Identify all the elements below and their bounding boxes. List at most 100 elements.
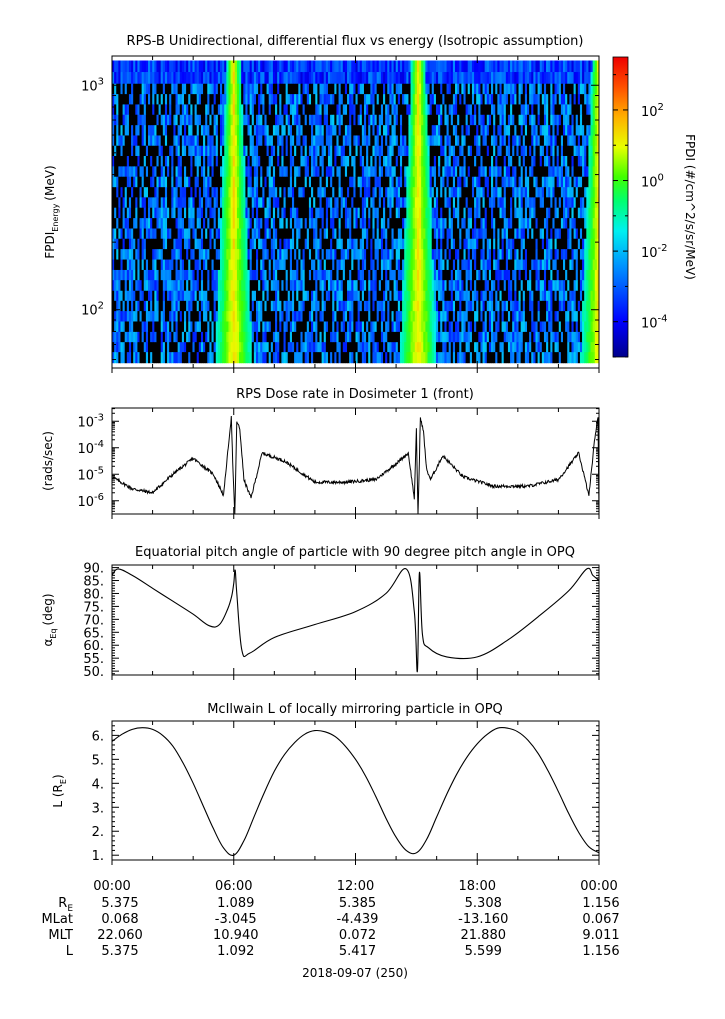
spectrogram-cell xyxy=(175,351,179,364)
spectrogram-cell xyxy=(503,165,507,177)
spectrogram-cell xyxy=(478,155,481,167)
spectrogram-cell xyxy=(207,176,210,188)
spectrogram-cell xyxy=(459,331,462,343)
spectrogram-cell xyxy=(471,186,475,198)
spectrogram-cell xyxy=(529,300,532,312)
spectrogram-cell xyxy=(457,228,460,239)
spectrogram-cell xyxy=(590,269,594,281)
spectrogram-cell xyxy=(330,217,333,229)
spectrogram-cell xyxy=(556,196,560,208)
spectrogram-cell xyxy=(507,186,511,198)
spectrogram-cell xyxy=(224,165,227,177)
spectrogram-cell xyxy=(294,165,297,177)
spectrogram-cell xyxy=(135,341,138,353)
spectrogram-cell xyxy=(584,341,587,353)
spectrogram-cell xyxy=(560,341,564,353)
spectrogram-cell xyxy=(383,155,386,167)
spectrogram-cell xyxy=(501,351,505,364)
spectrogram-cell xyxy=(194,196,198,208)
spectrogram-cell xyxy=(372,248,375,260)
spectrogram-cell xyxy=(236,331,240,343)
spectrogram-cell xyxy=(198,279,202,291)
spectrogram-cell xyxy=(173,207,176,219)
spectrogram-cell xyxy=(579,321,583,332)
spectrogram-cell xyxy=(501,238,505,250)
spectrogram-cell xyxy=(160,176,164,188)
spectrogram-cell xyxy=(173,310,176,322)
spectrogram-cell xyxy=(183,321,187,332)
spectrogram-cell xyxy=(476,228,479,239)
spectrogram-cell xyxy=(402,135,405,146)
spectrogram-cell xyxy=(531,310,534,322)
spectrogram-cell xyxy=(296,186,299,198)
spectrogram-cell xyxy=(558,155,562,167)
spectrogram-cell xyxy=(150,165,153,177)
spectrogram-cell xyxy=(584,279,587,291)
spectrogram-cell xyxy=(393,341,397,353)
spectrogram-cell xyxy=(188,217,191,229)
spectrogram-cell xyxy=(535,217,538,229)
spectrogram-cell xyxy=(505,259,509,270)
spectrogram-cell xyxy=(383,238,386,250)
spectrogram-cell xyxy=(380,300,384,312)
spectrogram-cell xyxy=(393,300,397,312)
spectrogram-cell xyxy=(380,279,384,291)
spectrogram-cell xyxy=(243,196,246,208)
spectrogram-cell xyxy=(408,145,411,156)
spectrogram-cell xyxy=(126,290,130,301)
spectrogram-cell xyxy=(205,290,208,301)
spectrogram-cell xyxy=(520,176,524,188)
spectrogram-cell xyxy=(200,176,204,188)
spectrogram-cell xyxy=(304,351,308,364)
spectrogram-cell xyxy=(563,238,566,250)
spectrogram-cell xyxy=(501,165,505,177)
spectrogram-cell xyxy=(499,300,502,312)
spectrogram-cell xyxy=(370,145,373,156)
spectrogram-cell xyxy=(370,310,373,322)
spectrogram-cell xyxy=(281,321,284,332)
spectrogram-cell xyxy=(554,300,558,312)
spectrogram-cell xyxy=(258,331,261,343)
spectrogram-cell xyxy=(131,217,134,229)
spectrogram-cell xyxy=(177,238,181,250)
spectrogram-cell xyxy=(215,165,219,177)
spectrogram-cell xyxy=(287,259,291,270)
spectrogram-cell xyxy=(247,269,251,281)
spectrogram-cell xyxy=(255,279,259,291)
spectrogram-cell xyxy=(249,228,253,239)
spectrogram-cell xyxy=(300,300,303,312)
spectrogram-cell xyxy=(389,310,392,322)
spectrogram-cell xyxy=(469,248,473,260)
spectrogram-cell xyxy=(198,248,202,260)
spectrogram-cell xyxy=(219,135,223,146)
spectrogram-cell xyxy=(249,321,253,332)
spectrogram-cell xyxy=(556,331,560,343)
spectrogram-cell xyxy=(450,228,454,239)
spectrogram-cell xyxy=(228,259,231,270)
spectrogram-cell xyxy=(461,341,464,353)
spectrogram-cell xyxy=(332,341,335,353)
spectrogram-cell xyxy=(192,321,195,332)
spectrogram-cell xyxy=(217,279,221,291)
spectrogram-cell xyxy=(387,279,390,291)
spectrogram-cell xyxy=(230,331,234,343)
spectrogram-cell xyxy=(535,176,538,188)
spectrogram-cell xyxy=(291,176,295,188)
spectrogram-cell xyxy=(336,269,339,281)
spectrogram-cell xyxy=(482,259,486,270)
spectrogram-cell xyxy=(222,290,225,301)
spectrogram-cell xyxy=(539,341,543,353)
spectrogram-cell xyxy=(283,248,287,260)
spectrogram-cell xyxy=(270,207,274,219)
spectrogram-cell xyxy=(304,259,308,270)
spectrogram-cell xyxy=(584,176,587,188)
spectrogram-cell xyxy=(510,155,513,167)
spectrogram-cell xyxy=(421,248,424,260)
spectrogram-cell xyxy=(455,290,458,301)
spectrogram-cell xyxy=(207,145,210,156)
spectrogram-cell xyxy=(294,341,297,353)
spectrogram-cell xyxy=(565,186,568,198)
spectrogram-cell xyxy=(164,259,168,270)
spectrogram-cell xyxy=(315,310,318,322)
spectrogram-cell xyxy=(253,259,257,270)
